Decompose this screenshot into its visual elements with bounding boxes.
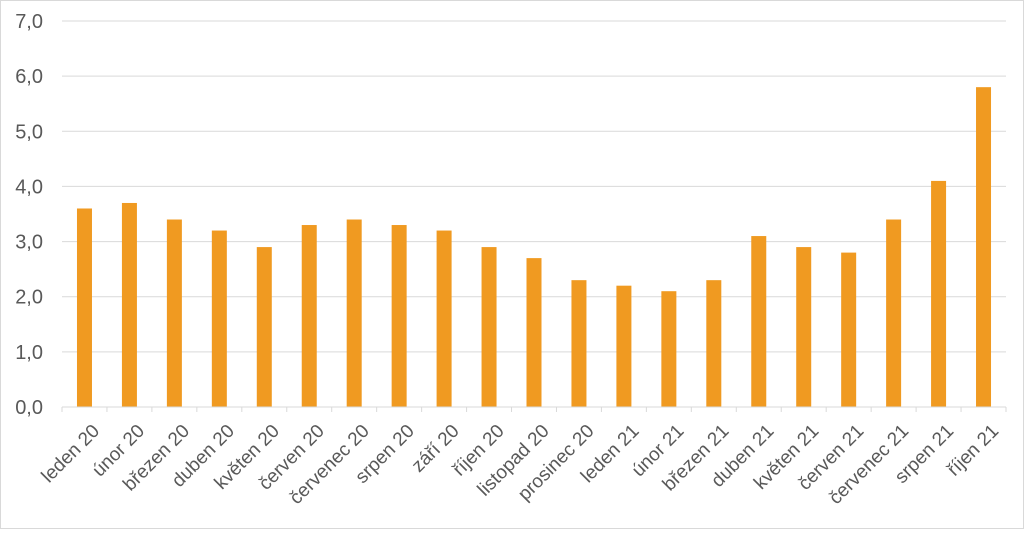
bar [841, 252, 857, 407]
x-tick-label: říjen 21 [943, 421, 1003, 481]
bar [481, 247, 497, 407]
y-tick-label: 6,0 [15, 66, 43, 88]
bar [616, 285, 632, 407]
bar [886, 219, 902, 407]
bar [256, 247, 272, 407]
bar [796, 247, 812, 407]
bar [121, 202, 137, 407]
bar [751, 236, 767, 407]
y-tick-label: 0,0 [15, 397, 43, 419]
bar [301, 225, 317, 407]
bar [976, 87, 992, 408]
bar [706, 280, 722, 407]
bar [346, 219, 362, 407]
x-axis [61, 406, 1007, 412]
y-tick-label: 7,0 [15, 11, 43, 33]
y-tick-label: 2,0 [15, 287, 43, 309]
x-tick-label: leden 20 [38, 421, 104, 487]
y-tick-label: 3,0 [15, 232, 43, 254]
bar [571, 280, 587, 407]
bar [526, 258, 542, 407]
bar [436, 230, 452, 407]
bar [391, 225, 407, 407]
bar [661, 291, 677, 407]
y-tick-label: 5,0 [15, 121, 43, 143]
bar [211, 230, 227, 407]
bar [931, 180, 947, 407]
y-axis-ticks: 0,0 1,0 2,0 3,0 4,0 5,0 6,0 7,0 [15, 11, 43, 419]
y-tick-label: 1,0 [15, 342, 43, 364]
bar [76, 208, 92, 407]
bars [76, 87, 992, 408]
bar [166, 219, 182, 407]
y-tick-label: 4,0 [15, 176, 43, 198]
